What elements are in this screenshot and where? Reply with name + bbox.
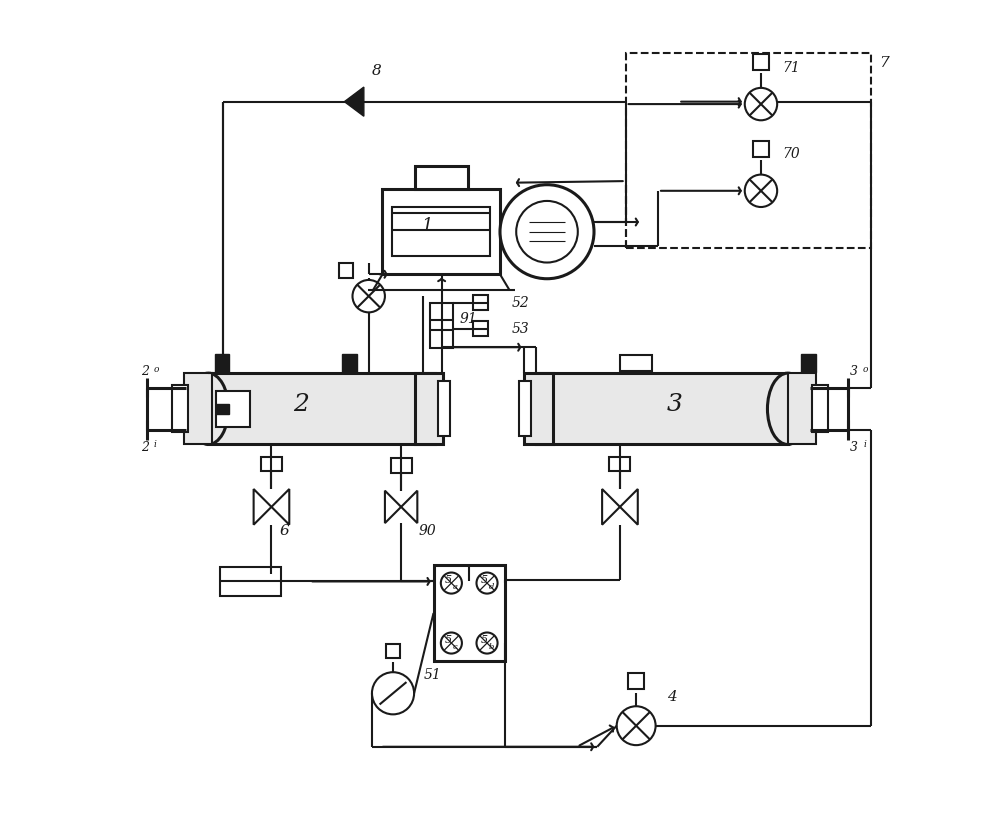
Text: o: o bbox=[154, 365, 159, 374]
Bar bbox=[172, 385, 188, 432]
Text: 5: 5 bbox=[481, 635, 488, 645]
Text: 51: 51 bbox=[424, 668, 442, 682]
Bar bbox=[473, 322, 488, 336]
Bar bbox=[392, 207, 490, 256]
Text: 2: 2 bbox=[141, 441, 149, 455]
Bar bbox=[220, 567, 281, 596]
Text: 3: 3 bbox=[666, 393, 682, 416]
Circle shape bbox=[476, 632, 498, 654]
Circle shape bbox=[500, 184, 594, 279]
Bar bbox=[788, 373, 816, 445]
Text: i: i bbox=[154, 441, 157, 450]
Ellipse shape bbox=[767, 373, 808, 445]
Circle shape bbox=[352, 280, 385, 313]
Text: i: i bbox=[863, 441, 866, 450]
Text: 4: 4 bbox=[667, 690, 677, 704]
Bar bbox=[753, 54, 769, 70]
Circle shape bbox=[745, 88, 777, 120]
Text: 5: 5 bbox=[481, 574, 488, 585]
Text: 70: 70 bbox=[782, 148, 800, 162]
Text: o: o bbox=[863, 365, 868, 374]
Bar bbox=[261, 457, 282, 471]
Text: 91: 91 bbox=[459, 312, 477, 326]
Text: d: d bbox=[489, 583, 494, 591]
Bar bbox=[753, 140, 769, 157]
Circle shape bbox=[745, 175, 777, 207]
Text: c: c bbox=[453, 643, 458, 651]
Bar bbox=[208, 373, 435, 445]
Bar bbox=[536, 373, 788, 445]
Bar bbox=[434, 565, 505, 661]
Text: 5: 5 bbox=[445, 574, 452, 585]
Text: 1: 1 bbox=[421, 217, 433, 235]
Circle shape bbox=[476, 573, 498, 593]
Bar bbox=[184, 373, 212, 445]
Text: 5: 5 bbox=[445, 635, 452, 645]
Bar bbox=[438, 381, 450, 437]
Text: 6: 6 bbox=[280, 524, 289, 539]
Bar bbox=[216, 404, 229, 414]
Text: 71: 71 bbox=[782, 60, 800, 74]
Bar bbox=[339, 263, 353, 277]
Text: b: b bbox=[489, 643, 494, 651]
Ellipse shape bbox=[188, 373, 229, 445]
Bar bbox=[628, 673, 644, 690]
Bar bbox=[801, 353, 816, 371]
Bar bbox=[609, 457, 630, 471]
Text: 2: 2 bbox=[294, 393, 309, 416]
Text: 7: 7 bbox=[879, 55, 889, 69]
Bar bbox=[415, 373, 443, 445]
Bar bbox=[620, 354, 652, 370]
Bar bbox=[473, 295, 488, 310]
Text: a: a bbox=[453, 583, 458, 591]
Text: 3: 3 bbox=[850, 441, 858, 455]
Text: 2: 2 bbox=[141, 365, 149, 378]
Circle shape bbox=[441, 632, 462, 654]
Bar bbox=[215, 353, 229, 371]
Circle shape bbox=[372, 672, 414, 714]
Bar bbox=[386, 644, 400, 659]
Bar bbox=[391, 459, 412, 472]
Bar bbox=[382, 189, 500, 274]
Bar bbox=[812, 385, 828, 432]
Bar bbox=[430, 303, 453, 348]
Circle shape bbox=[617, 706, 656, 745]
Polygon shape bbox=[344, 87, 364, 116]
Text: 90: 90 bbox=[419, 524, 437, 539]
Text: 3: 3 bbox=[850, 365, 858, 378]
Bar bbox=[524, 373, 553, 445]
Circle shape bbox=[441, 573, 462, 593]
Bar bbox=[415, 166, 468, 189]
Circle shape bbox=[516, 201, 578, 263]
Bar bbox=[626, 53, 871, 247]
Bar bbox=[216, 391, 250, 427]
Bar bbox=[342, 353, 357, 371]
Bar bbox=[519, 381, 531, 437]
Text: 53: 53 bbox=[511, 322, 529, 335]
Text: 52: 52 bbox=[511, 295, 529, 309]
Text: 8: 8 bbox=[372, 64, 382, 78]
